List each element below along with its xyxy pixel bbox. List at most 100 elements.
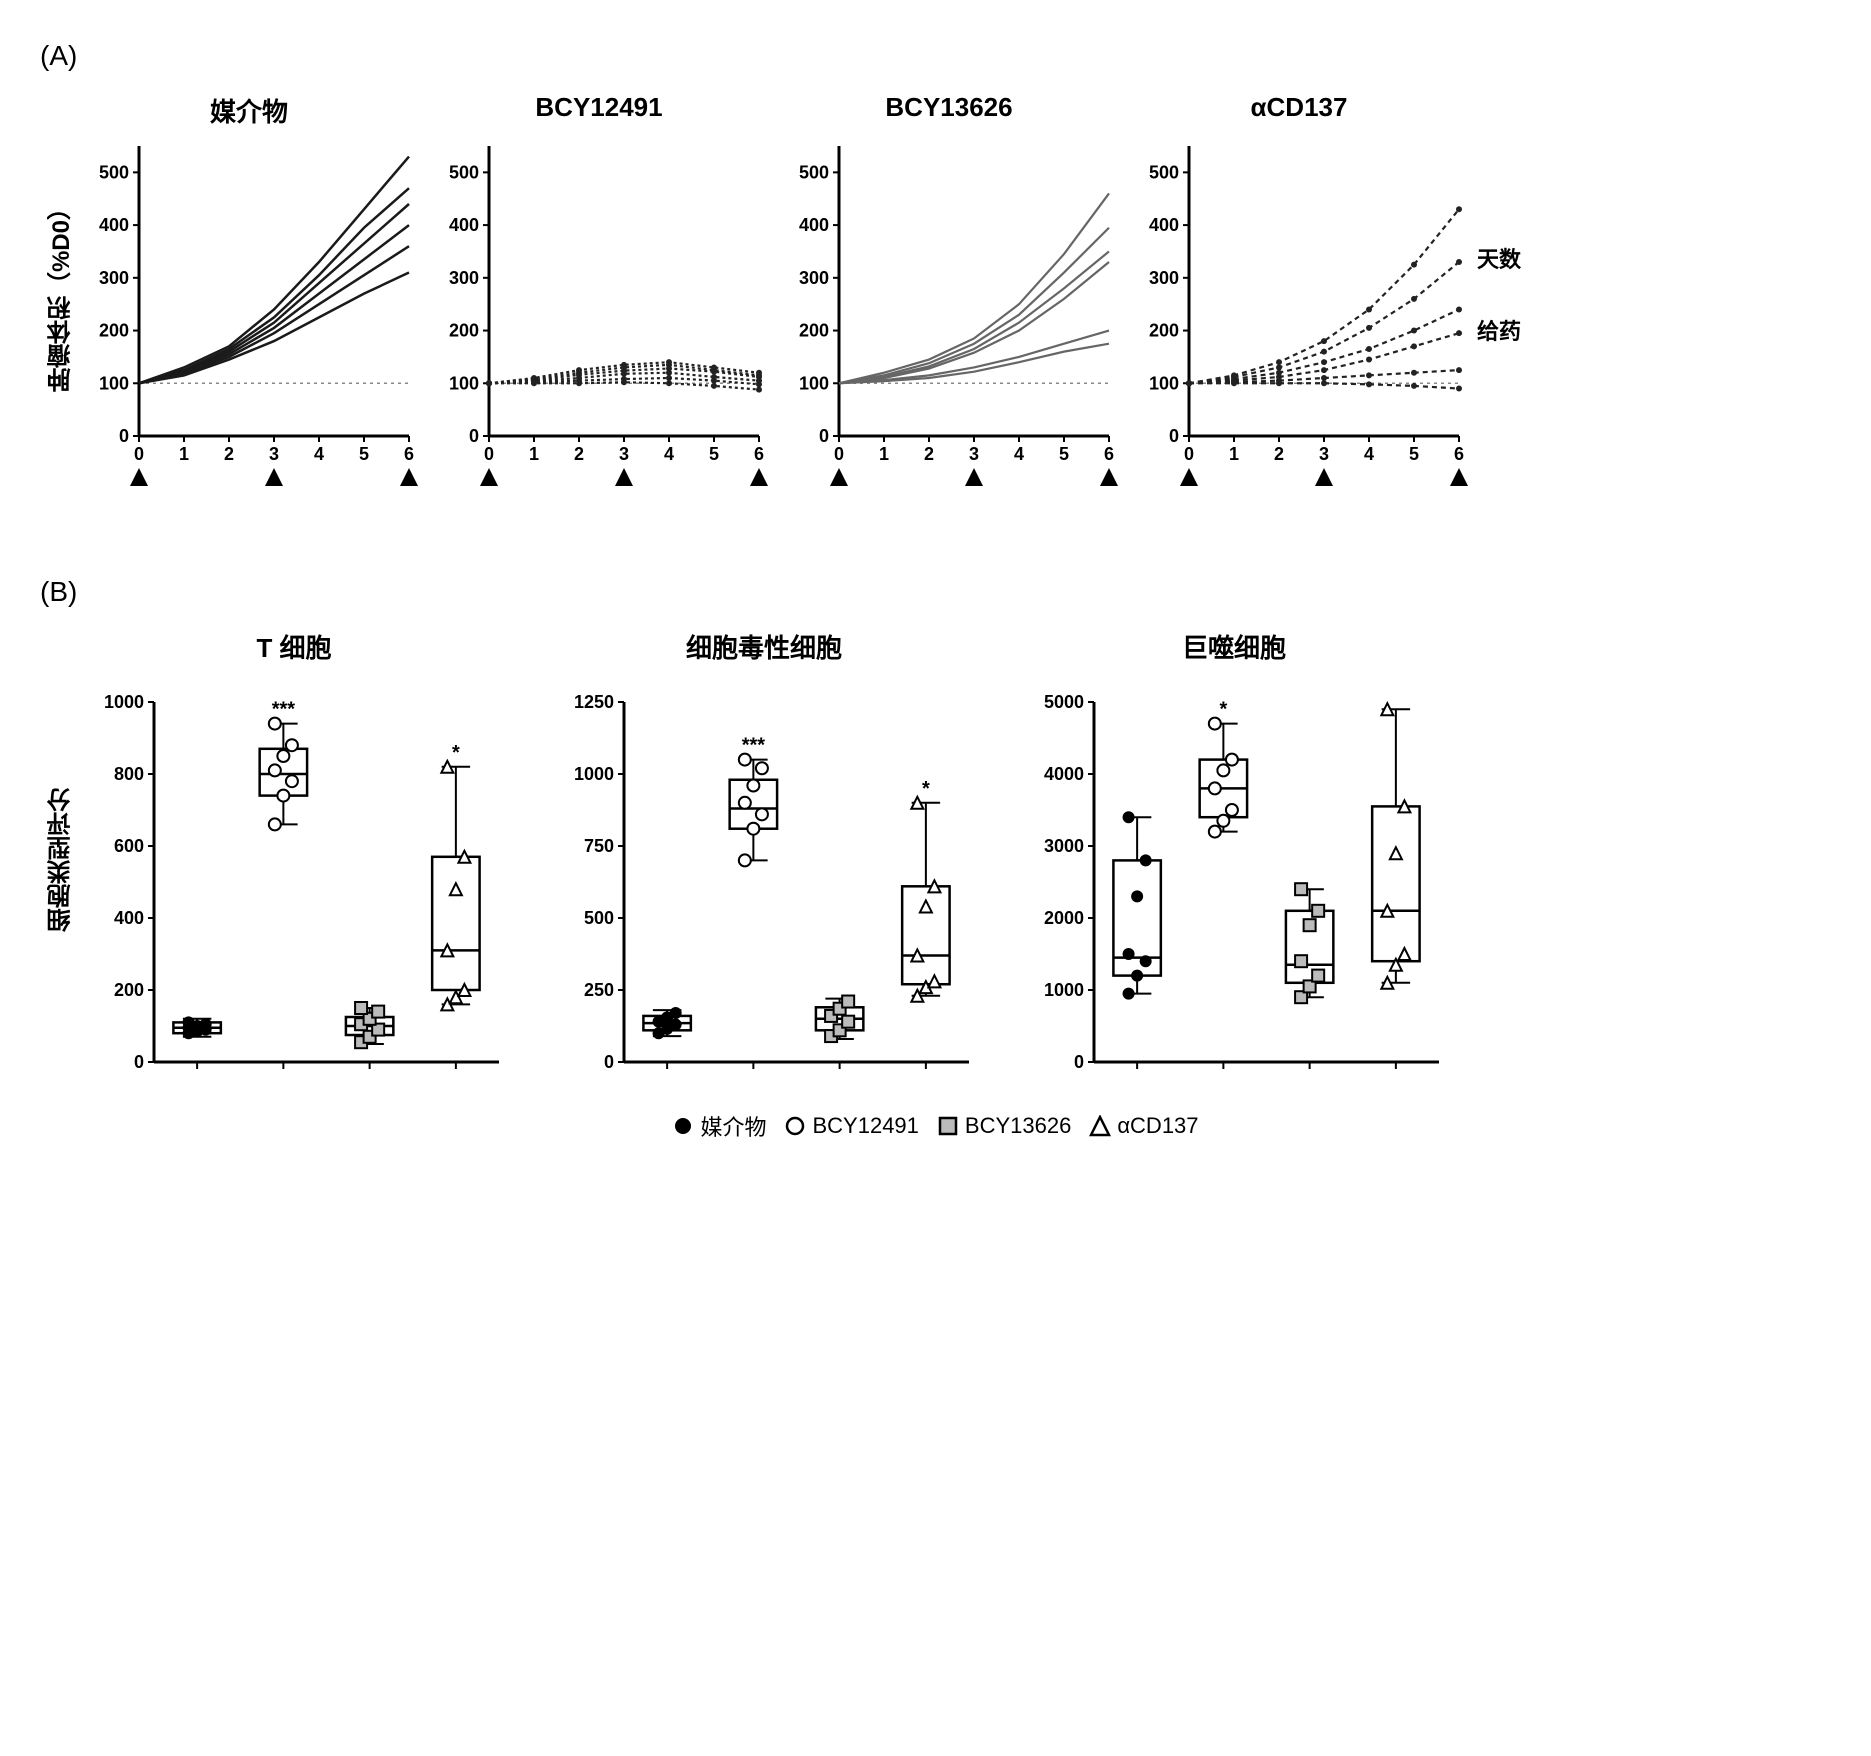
box-chart-block: 巨噬细胞010002000300040005000* [1019, 628, 1449, 1092]
svg-text:2: 2 [924, 444, 934, 464]
legend: 媒介物 BCY12491 BCY13626 αCD137 [40, 1110, 1831, 1142]
svg-text:500: 500 [449, 162, 479, 182]
line-chart-svg: 01002003004005000123456 [429, 136, 769, 496]
svg-text:5000: 5000 [1044, 692, 1084, 712]
legend-marker-icon [937, 1115, 959, 1137]
legend-item: BCY12491 [784, 1113, 918, 1139]
svg-text:0: 0 [604, 1052, 614, 1072]
svg-text:3: 3 [619, 444, 629, 464]
svg-text:250: 250 [584, 980, 614, 1000]
svg-text:*: * [452, 742, 460, 764]
svg-text:300: 300 [449, 268, 479, 288]
svg-text:5: 5 [359, 444, 369, 464]
svg-text:4: 4 [314, 444, 324, 464]
svg-text:*: * [1219, 699, 1227, 721]
svg-text:1000: 1000 [104, 692, 144, 712]
box-chart-svg: 02004006008001000**** [79, 672, 509, 1092]
svg-text:400: 400 [1149, 215, 1179, 235]
svg-text:100: 100 [449, 373, 479, 393]
svg-text:2: 2 [224, 444, 234, 464]
svg-text:1250: 1250 [574, 692, 614, 712]
svg-text:0: 0 [819, 426, 829, 446]
line-chart-svg: 01002003004005000123456 [79, 136, 419, 496]
svg-text:5: 5 [709, 444, 719, 464]
svg-text:1: 1 [179, 444, 189, 464]
panel-b-row: 细胞类型评分 T 细胞02004006008001000****细胞毒性细胞02… [40, 628, 1831, 1092]
svg-text:750: 750 [584, 836, 614, 856]
line-chart-block: αCD13701002003004005000123456 [1129, 92, 1469, 496]
svg-text:0: 0 [834, 444, 844, 464]
legend-label: αCD137 [1117, 1113, 1198, 1139]
svg-text:5: 5 [1059, 444, 1069, 464]
panel-b-ylabel: 细胞类型评分 [40, 788, 79, 932]
svg-text:2: 2 [574, 444, 584, 464]
legend-label: BCY13626 [965, 1113, 1071, 1139]
svg-text:2: 2 [1274, 444, 1284, 464]
svg-text:1: 1 [529, 444, 539, 464]
panel-b-label: (B) [40, 576, 1831, 608]
svg-text:2000: 2000 [1044, 908, 1084, 928]
svg-text:300: 300 [1149, 268, 1179, 288]
svg-text:200: 200 [799, 321, 829, 341]
svg-text:0: 0 [1074, 1052, 1084, 1072]
line-chart-block: BCY1362601002003004005000123456 [779, 92, 1119, 496]
svg-text:400: 400 [99, 215, 129, 235]
legend-label: 媒介物 [700, 1110, 766, 1142]
svg-text:0: 0 [484, 444, 494, 464]
svg-text:200: 200 [1149, 321, 1179, 341]
chart-title: BCY13626 [779, 92, 1119, 126]
svg-text:6: 6 [404, 444, 414, 464]
panel-a-side-labels: 天数 给药 [1477, 242, 1521, 346]
svg-text:500: 500 [799, 162, 829, 182]
svg-text:0: 0 [134, 444, 144, 464]
svg-text:3: 3 [269, 444, 279, 464]
svg-text:1: 1 [879, 444, 889, 464]
line-chart-block: 媒介物01002003004005000123456 [79, 92, 419, 496]
line-chart-svg: 01002003004005000123456 [779, 136, 1119, 496]
svg-text:200: 200 [99, 321, 129, 341]
box-chart-svg: 0 1000 2000 3000 4000 5000 * [1019, 672, 1449, 1092]
panel-a: (A) 肿瘤体积（%D0） 媒介物01002003004005000123456… [40, 40, 1831, 496]
svg-text:4000: 4000 [1044, 764, 1084, 784]
svg-text:*: * [922, 778, 930, 800]
side-dose-label: 给药 [1477, 314, 1521, 346]
svg-text:200: 200 [449, 321, 479, 341]
panel-b: (B) 细胞类型评分 T 细胞02004006008001000****细胞毒性… [40, 576, 1831, 1142]
svg-text:0: 0 [119, 426, 129, 446]
svg-text:1000: 1000 [574, 764, 614, 784]
svg-text:1: 1 [1229, 444, 1239, 464]
svg-text:0: 0 [134, 1052, 144, 1072]
svg-text:0: 0 [1169, 426, 1179, 446]
chart-title: BCY12491 [429, 92, 769, 126]
svg-text:4: 4 [1364, 444, 1374, 464]
panel-a-row: 肿瘤体积（%D0） 媒介物01002003004005000123456BCY1… [40, 92, 1831, 496]
svg-text:100: 100 [799, 373, 829, 393]
svg-text:4: 4 [1014, 444, 1024, 464]
svg-text:500: 500 [1149, 162, 1179, 182]
svg-text:3000: 3000 [1044, 836, 1084, 856]
legend-marker-icon [784, 1115, 806, 1137]
panel-a-ylabel: 肿瘤体积（%D0） [40, 196, 79, 392]
svg-text:100: 100 [99, 373, 129, 393]
svg-text:100: 100 [1149, 373, 1179, 393]
chart-title: 细胞毒性细胞 [549, 628, 979, 662]
panel-b-charts: T 细胞02004006008001000****细胞毒性细胞025050075… [79, 628, 1449, 1092]
line-chart-svg: 01002003004005000123456 [1129, 136, 1469, 496]
svg-text:400: 400 [799, 215, 829, 235]
legend-label: BCY12491 [812, 1113, 918, 1139]
box-chart-block: 细胞毒性细胞025050075010001250**** [549, 628, 979, 1092]
chart-title: αCD137 [1129, 92, 1469, 126]
svg-text:200: 200 [114, 980, 144, 1000]
svg-text:300: 300 [99, 268, 129, 288]
chart-title: 媒介物 [79, 92, 419, 126]
svg-text:300: 300 [799, 268, 829, 288]
svg-text:1000: 1000 [1044, 980, 1084, 1000]
svg-text:0: 0 [469, 426, 479, 446]
svg-text:400: 400 [114, 908, 144, 928]
legend-marker-icon [1089, 1115, 1111, 1137]
svg-text:3: 3 [969, 444, 979, 464]
svg-text:600: 600 [114, 836, 144, 856]
svg-text:3: 3 [1319, 444, 1329, 464]
chart-title: T 细胞 [79, 628, 509, 662]
svg-text:***: *** [272, 699, 296, 721]
